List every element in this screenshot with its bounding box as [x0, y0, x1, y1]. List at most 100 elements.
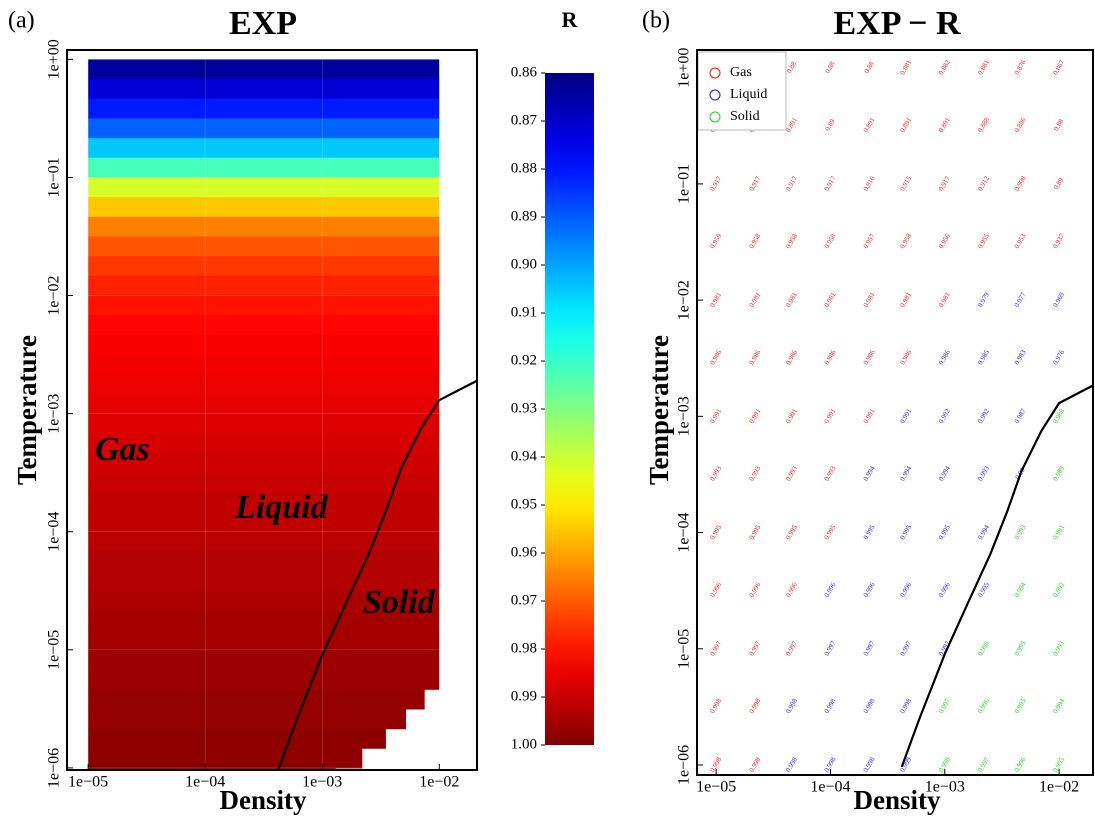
y-tick-label: 1e−05	[676, 629, 693, 669]
point-label: 0.88	[1052, 117, 1065, 132]
point-label: 0.993	[976, 464, 991, 482]
heatmap-cell	[88, 433, 440, 454]
y-tick-label: 1e+00	[46, 39, 63, 79]
point-label: 0.917	[784, 174, 799, 192]
point-label: 0.981	[898, 291, 913, 309]
x-axis-label: Density	[854, 785, 941, 815]
point-label: 0.891	[898, 116, 913, 134]
y-tick-label: 1e−06	[46, 748, 63, 788]
legend-label: Gas	[730, 65, 752, 80]
annotation: Gas	[95, 431, 150, 468]
point-label: 0.994	[1051, 697, 1066, 715]
heatmap-cell	[88, 275, 440, 297]
point-label: 0.985	[976, 348, 991, 366]
heatmap-cell	[88, 393, 440, 415]
heatmap-cell	[88, 118, 440, 139]
heatmap-cell	[88, 748, 363, 769]
point-label: 0.991	[784, 407, 799, 425]
annotation: Liquid	[234, 489, 329, 526]
y-tick-label: 1e−02	[676, 280, 693, 320]
point-label: 0.958	[748, 232, 763, 250]
heatmap-cell	[88, 649, 440, 671]
plot-frame	[66, 49, 478, 771]
point-label: 0.917	[748, 174, 763, 192]
heatmap-cell	[88, 472, 440, 494]
point-label: 0.995	[937, 523, 952, 541]
colorbar-tick-label: 0.90	[511, 256, 537, 272]
point-label: 0.996	[823, 581, 838, 599]
plot-area: 0.8790.8790.880.880.880.8810.8820.8810.8…	[708, 58, 1093, 774]
point-label: 0.996	[976, 639, 991, 657]
point-label: 0.882	[937, 58, 952, 76]
point-label: 0.994	[937, 464, 952, 482]
y-tick-label: 1e−05	[46, 630, 63, 670]
x-tick-label: 1e−03	[302, 774, 342, 791]
point-label: 0.996	[862, 581, 877, 599]
heatmap-cell	[88, 492, 440, 513]
point-label: 0.998	[862, 697, 877, 715]
point-label: 0.988	[1051, 407, 1066, 425]
colorbar-tick-label: 0.94	[511, 448, 538, 464]
point-label: 0.916	[862, 174, 877, 192]
x-axis-label: Density	[220, 785, 307, 815]
heatmap-cell	[88, 551, 440, 572]
point-label: 0.991	[898, 407, 913, 425]
point-label: 0.995	[823, 523, 838, 541]
heatmap-cell	[88, 630, 440, 651]
point-label: 0.995	[898, 523, 913, 541]
heatmap-cell	[88, 571, 440, 592]
heatmap-cell	[88, 531, 440, 553]
point-label: 0.995	[1013, 639, 1028, 657]
x-tick-label: 1e−03	[925, 779, 965, 796]
point-label: 0.89	[1052, 176, 1065, 191]
point-label: 0.993	[708, 464, 723, 482]
point-label: 0.996	[1013, 756, 1028, 774]
point-label: 0.995	[784, 523, 799, 541]
legend-label: Solid	[730, 109, 760, 124]
point-label: 0.957	[862, 232, 877, 250]
point-label: 0.991	[862, 407, 877, 425]
point-label: 0.881	[976, 58, 991, 76]
point-label: 0.891	[937, 116, 952, 134]
point-label: 0.992	[1051, 581, 1066, 599]
y-tick-label: 1e−06	[676, 745, 693, 785]
heatmap-cell	[88, 689, 425, 710]
heatmap-cell	[88, 256, 440, 277]
y-axis-label: Temperature	[12, 335, 42, 485]
point-label: 0.997	[862, 639, 877, 657]
point-label: 0.996	[784, 581, 799, 599]
heatmap-cell	[88, 767, 336, 770]
point-label: 0.996	[976, 697, 991, 715]
point-label: 0.959	[708, 232, 723, 250]
heatmap-cell	[88, 79, 440, 100]
point-label: 0.997	[823, 639, 838, 657]
point-label: 0.995	[748, 523, 763, 541]
colorbar-tick-label: 0.89	[511, 208, 537, 224]
colorbar-tick-label: 0.99	[511, 688, 537, 704]
heatmap-cell	[88, 728, 386, 749]
colorbar-tick-label: 0.87	[511, 112, 538, 128]
point-label: 0.997	[748, 639, 763, 657]
heatmap-cell	[88, 669, 440, 690]
point-label: 0.915	[898, 174, 913, 192]
point-label: 0.912	[976, 174, 991, 192]
point-label: 0.886	[1013, 116, 1028, 134]
point-label: 0.998	[708, 697, 723, 715]
point-label: 0.993	[1051, 639, 1066, 657]
point-label: 0.986	[898, 348, 913, 366]
point-label: 0.917	[937, 174, 952, 192]
point-label: 0.979	[976, 291, 991, 309]
point-label: 0.991	[748, 407, 763, 425]
point-label: 0.997	[708, 639, 723, 657]
point-label: 0.992	[937, 407, 952, 425]
point-label: 0.997	[784, 639, 799, 657]
point-label: 0.917	[708, 174, 723, 192]
point-label: 0.986	[823, 348, 838, 366]
panel: 0.8790.8790.880.880.880.8810.8820.8810.8…	[642, 5, 1094, 815]
point-label: 0.88	[785, 60, 798, 75]
point-label: 0.997	[898, 639, 913, 657]
point-label: 0.917	[823, 174, 838, 192]
point-label: 0.991	[1051, 523, 1066, 541]
heatmap-cell	[88, 216, 440, 238]
